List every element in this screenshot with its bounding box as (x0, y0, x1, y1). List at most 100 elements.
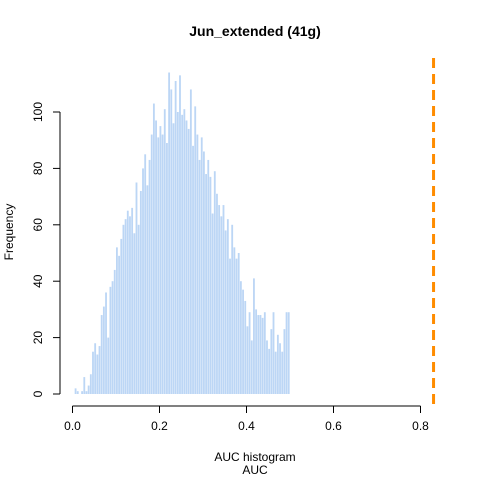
histogram-bar (163, 109, 166, 395)
histogram-bar (281, 351, 284, 394)
histogram-bar (246, 326, 249, 394)
histogram-bar (209, 176, 212, 394)
x-tick-label: 0.6 (325, 419, 342, 433)
histogram-bar (255, 309, 258, 394)
histogram-bar (285, 312, 288, 394)
histogram-bar (220, 216, 223, 394)
histogram-bar (126, 210, 129, 394)
histogram-bar (216, 193, 218, 394)
histogram-bar (74, 388, 77, 394)
histogram-bar (200, 137, 203, 394)
histogram-bar (85, 391, 88, 394)
x-tick-label: 0.0 (64, 419, 81, 433)
histogram-bar (179, 75, 181, 394)
histogram-bar (161, 134, 164, 394)
histogram-bar (253, 278, 255, 394)
x-tick-label: 0.2 (151, 419, 168, 433)
histogram-bar (111, 281, 114, 394)
histogram-bar (259, 315, 262, 394)
y-tick-label: 100 (31, 102, 45, 122)
y-axis: 0 20 40 60 80 100 (31, 102, 61, 397)
histogram-bar (244, 300, 247, 394)
histogram-bar (135, 182, 138, 394)
histogram-bar (131, 207, 134, 394)
y-tick-label: 20 (31, 331, 45, 345)
histogram-bar (150, 134, 153, 394)
histogram-bar (92, 351, 94, 394)
histogram-bar (250, 340, 253, 394)
histogram-bar (81, 391, 84, 394)
histogram-bar (222, 205, 225, 394)
histogram-bar (144, 154, 147, 394)
histogram-bar (194, 106, 197, 395)
histogram-bar (266, 340, 268, 394)
histogram-bar (287, 312, 290, 394)
histogram-bar (242, 289, 244, 394)
histogram-bar (257, 315, 260, 394)
histogram-bar (270, 329, 273, 394)
histogram-bar (100, 315, 103, 394)
histogram-bar (146, 185, 149, 394)
histogram-bar (207, 159, 210, 394)
histogram-bar (239, 281, 242, 394)
histogram-bars (74, 72, 290, 395)
histogram-bar (203, 151, 205, 394)
histogram-bar (133, 233, 136, 394)
histogram-bar (192, 145, 194, 394)
x-tick-label: 0.4 (238, 419, 255, 433)
histogram-bar (198, 159, 201, 394)
y-tick-label: 40 (31, 274, 45, 288)
histogram-bar (98, 346, 101, 394)
histogram-bar (272, 312, 275, 394)
histogram-bar (226, 219, 229, 394)
histogram-bar (229, 258, 231, 394)
x-tick-label: 0.8 (412, 419, 429, 433)
y-tick-label: 80 (31, 161, 45, 175)
histogram-bar (263, 312, 266, 394)
histogram-bar (185, 120, 188, 395)
histogram-bar (155, 120, 157, 395)
histogram-bar (213, 171, 216, 394)
histogram-bar (96, 354, 99, 394)
histogram-bar (113, 269, 116, 394)
histogram-bar (276, 334, 279, 394)
histogram-bar (139, 190, 142, 394)
histogram-bar (189, 89, 192, 394)
histogram-bar (118, 255, 120, 394)
histogram-bar (176, 112, 179, 394)
histogram-bar (129, 216, 131, 394)
histogram-bar (168, 72, 171, 395)
histogram-bar (109, 286, 112, 394)
y-tick-label: 0 (31, 390, 45, 397)
histogram-bar (237, 253, 240, 394)
histogram-bar (235, 258, 238, 394)
histogram-bar (142, 168, 144, 394)
histogram-bar (120, 238, 123, 394)
histogram-bar (166, 143, 168, 394)
histogram-bar (105, 292, 107, 394)
histogram-bar (116, 247, 118, 394)
histogram-bar (268, 348, 271, 394)
x-axis: 0.0 0.2 0.4 0.6 0.8 (64, 405, 429, 433)
histogram-bar (124, 219, 127, 394)
histogram-bar (231, 224, 234, 394)
histogram-bar (159, 126, 162, 394)
histogram-bar (148, 159, 151, 394)
histogram-bar (274, 351, 277, 394)
histogram-bar (279, 343, 281, 394)
histogram-bar (181, 114, 184, 394)
histogram-bar (76, 391, 79, 394)
histogram-bar (152, 103, 155, 394)
y-tick-label: 60 (31, 218, 45, 232)
histogram-bar (89, 374, 92, 394)
chart-title: Jun_extended (41g) (189, 23, 320, 39)
histogram-bar (137, 224, 140, 394)
histogram-bar (224, 230, 227, 394)
histogram-bar (233, 247, 236, 394)
histogram-bar (248, 312, 251, 394)
histogram-bar (261, 317, 264, 394)
histogram-bar (87, 385, 90, 394)
histogram-bar (170, 89, 173, 394)
y-axis-label: Frequency (2, 204, 16, 261)
